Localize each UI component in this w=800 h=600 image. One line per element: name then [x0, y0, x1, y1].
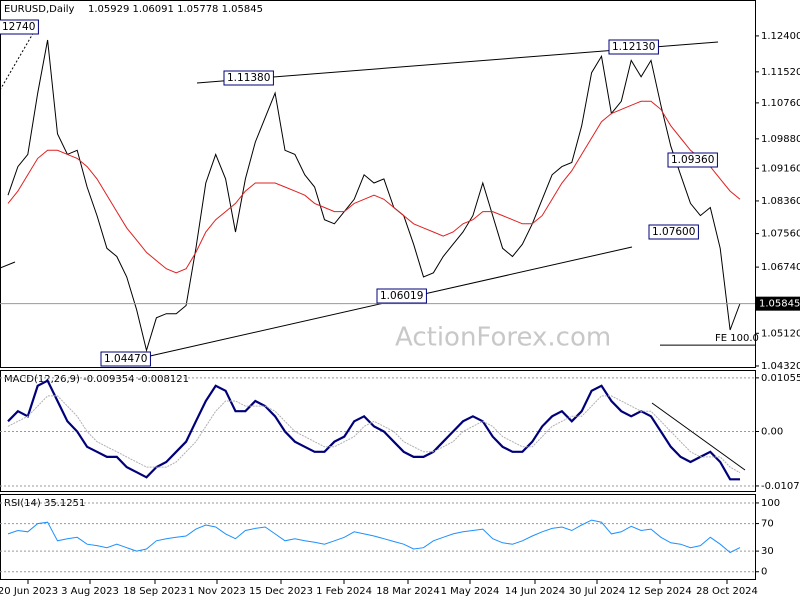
rsi-title: RSI(14) 35.1251 — [4, 498, 85, 509]
annotation-label: 1.12130 — [612, 41, 655, 53]
x-tick-label: 20 Jun 2023 — [0, 586, 58, 597]
macd-frame — [0, 370, 756, 492]
y-tick-label: 1.05120 — [761, 328, 800, 339]
x-tick-label: 1 Feb 2024 — [316, 586, 372, 597]
last-price-box — [756, 296, 800, 311]
annotation-box — [376, 288, 427, 304]
y-tick-label: 1.04320 — [761, 361, 800, 372]
y-tick-label: 0.00 — [761, 427, 783, 438]
chart-subtitle: 1.05929 1.06091 1.05778 1.05845 — [88, 4, 263, 15]
series-line — [7, 39, 741, 353]
series-line — [7, 100, 741, 274]
annotation-box — [608, 39, 659, 55]
x-tick-label: 30 Jul 2024 — [569, 586, 626, 597]
y-tick-label: 1.08360 — [761, 196, 800, 207]
x-tick-label: 14 Jun 2024 — [505, 586, 565, 597]
x-tick-label: 18 Mar 2024 — [376, 586, 439, 597]
x-tick-label: 15 Dec 2023 — [249, 586, 313, 597]
watermark: ActionForex.com — [395, 323, 611, 353]
y-tick-label: 1.07560 — [761, 229, 800, 240]
y-tick-label: 30 — [761, 546, 774, 557]
y-tick-label: 0.010551 — [761, 373, 800, 384]
trend-line — [0, 29, 36, 91]
trend-line — [0, 261, 16, 269]
last-price-label: 1.05845 — [759, 299, 800, 310]
series-line — [7, 395, 741, 474]
annotation-box — [100, 351, 151, 367]
macd-trend-line — [651, 402, 746, 471]
series-line — [7, 519, 741, 554]
annotation-box — [667, 152, 718, 168]
annotation-box — [223, 70, 274, 86]
y-tick-label: 70 — [761, 519, 774, 530]
x-tick-label: 28 Oct 2024 — [696, 586, 758, 597]
annotation-label: 1.06019 — [380, 290, 423, 302]
y-tick-label: 1.11520 — [761, 67, 800, 78]
annotation-label: 1.11380 — [227, 72, 270, 84]
y-tick-label: 1.09160 — [761, 163, 800, 174]
annotation-label: 12740 — [2, 21, 35, 33]
y-tick-label: 1.12400 — [761, 31, 800, 42]
x-tick-label: 3 Aug 2023 — [61, 586, 119, 597]
main-frame — [0, 0, 756, 368]
y-tick-label: 1.06740 — [761, 262, 800, 273]
annotation-box — [648, 224, 699, 240]
annotation-label: 1.07600 — [652, 226, 695, 238]
x-tick-label: 1 Nov 2023 — [188, 586, 246, 597]
y-tick-label: 1.10760 — [761, 98, 800, 109]
series-line — [7, 379, 740, 481]
fe-label: FE 100.0 — [715, 333, 759, 344]
chart-title: EURUSD,Daily — [4, 4, 75, 15]
annotation-label: 1.04470 — [104, 353, 147, 365]
x-tick-label: 18 Sep 2023 — [123, 586, 186, 597]
macd-title: MACD(12,26,9) -0.009354 -0.008121 — [4, 374, 189, 385]
y-tick-label: 0 — [761, 567, 767, 578]
annotation-label: 1.09360 — [671, 154, 714, 166]
annotation-box — [0, 19, 39, 35]
x-tick-label: 1 May 2024 — [441, 586, 500, 597]
x-tick-label: 12 Sep 2024 — [628, 586, 691, 597]
rsi-frame — [0, 494, 756, 580]
y-tick-label: 100 — [761, 498, 780, 509]
y-tick-label: 1.09880 — [761, 134, 800, 145]
